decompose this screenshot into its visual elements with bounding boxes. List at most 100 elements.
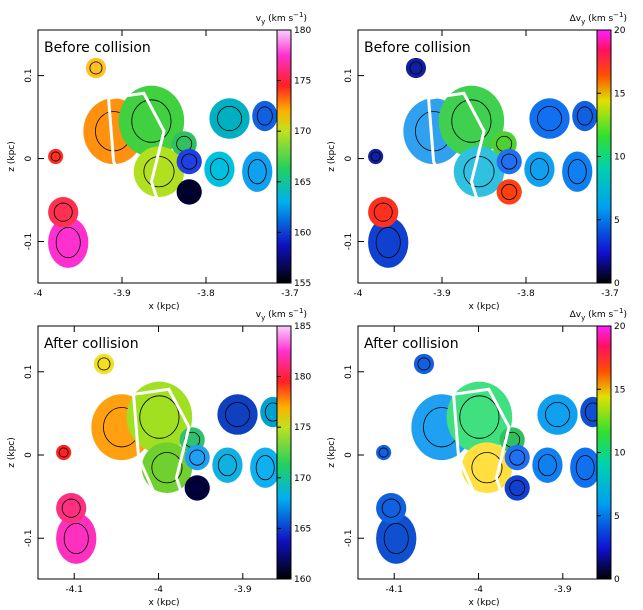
contour (529, 158, 549, 181)
x-tick-label: -4 (154, 585, 163, 595)
colorbar-tick-label: 160 (294, 575, 311, 585)
gas-blob (184, 444, 210, 471)
panel-label: After collision (44, 336, 139, 352)
y-axis-label: z (kpc) (327, 141, 337, 171)
y-tick-label: -0.1 (24, 529, 34, 547)
gas-blob (184, 475, 210, 501)
gas-blob (496, 148, 522, 175)
contour (370, 151, 381, 162)
contour (509, 449, 526, 466)
colorbar-label-part: −1 (293, 11, 303, 19)
y-axis-label: z (kpc) (327, 437, 337, 467)
colorbar-label-part: (km s (265, 310, 293, 320)
colorbar-label-part: (km s (265, 14, 293, 24)
gas-blob (48, 148, 64, 165)
colorbar-label: vy (km s−1) (256, 11, 307, 26)
contour (53, 202, 73, 222)
colorbar-label: Δvy (km s−1) (570, 11, 627, 26)
colorbar (276, 325, 292, 580)
contour (189, 479, 206, 496)
colorbar-tick-label: 180 (294, 26, 311, 36)
y-tick-label: -0.1 (344, 233, 354, 251)
colorbar-tick-label: 170 (294, 127, 311, 137)
contour (373, 202, 393, 222)
gas-blob (572, 100, 598, 132)
colorbar-tick-label: 155 (294, 279, 311, 289)
gas-blob (504, 475, 530, 501)
gas-blob (537, 394, 578, 435)
x-tick-label: -4 (34, 289, 43, 299)
contour (378, 447, 389, 458)
region-outline (426, 91, 487, 223)
contour (501, 183, 518, 200)
x-tick-label: -3.7 (281, 289, 299, 299)
contour (63, 522, 89, 555)
contour (509, 479, 526, 496)
colorbar-label-part: ) (303, 310, 307, 320)
colorbar-tick-label: 165 (294, 178, 311, 188)
contour (575, 455, 595, 481)
y-tick-label: 0.1 (24, 68, 34, 82)
gas-blob (56, 513, 97, 564)
y-tick-label: 0 (344, 452, 354, 458)
colorbar-label-part: y (581, 314, 585, 322)
gas-blob (376, 513, 417, 564)
gas-blob (368, 217, 409, 268)
gas-blob (250, 447, 281, 488)
contour (225, 402, 251, 428)
x-tick-label: -4 (474, 585, 483, 595)
colorbar-label-part: −1 (293, 307, 303, 315)
contour (131, 99, 172, 143)
contour (381, 498, 401, 518)
contour (545, 402, 571, 428)
x-axis-label: x (kpc) (148, 302, 179, 312)
region-outline (451, 387, 512, 519)
gas-blob (496, 179, 522, 205)
gas-blob (85, 57, 107, 79)
colorbar-tick-label: 175 (294, 77, 311, 87)
gas-blob (93, 353, 115, 375)
x-tick-label: -3.8 (517, 289, 535, 299)
contour (97, 357, 111, 371)
contour (375, 226, 401, 259)
contour (181, 183, 198, 200)
gas-blob (529, 98, 570, 139)
contour (61, 498, 81, 518)
colorbar-label-part: v (256, 310, 262, 320)
colorbar-label-part: ) (623, 14, 627, 24)
x-axis-label: x (kpc) (468, 302, 499, 312)
gas-blob (532, 447, 563, 483)
y-tick-label: 0 (24, 155, 34, 161)
contour (247, 159, 267, 185)
gas-blob (570, 447, 601, 488)
colorbar-label: Δvy (km s−1) (570, 307, 627, 322)
gas-blob (405, 57, 427, 79)
colorbar-tick-label: 10 (614, 449, 626, 459)
x-tick-label: -3.9 (433, 289, 451, 299)
colorbar-label-part: ) (623, 310, 627, 320)
gas-blob (368, 196, 399, 228)
x-tick-label: -4.1 (65, 585, 83, 595)
x-tick-label: -3.9 (554, 585, 572, 595)
x-tick-label: -4.1 (385, 585, 403, 595)
colorbar-tick-label: 15 (614, 385, 625, 395)
contour (89, 61, 103, 75)
contour (181, 153, 198, 170)
colorbar-tick-label: 0 (614, 279, 620, 289)
contour (383, 522, 409, 555)
contour (256, 106, 273, 126)
gas-blob (209, 98, 250, 139)
colorbar-label-part: ) (303, 14, 307, 24)
panel-label: After collision (364, 336, 459, 352)
contour (217, 106, 243, 132)
contour (459, 395, 500, 439)
contour (255, 455, 275, 481)
y-tick-label: 0 (24, 452, 34, 458)
colorbar-tick-label: 5 (614, 216, 620, 226)
gas-blob (438, 85, 505, 157)
region-outline (106, 91, 167, 223)
contour (58, 447, 69, 458)
y-tick-label: 0.1 (344, 68, 354, 82)
region-outline (131, 387, 192, 519)
